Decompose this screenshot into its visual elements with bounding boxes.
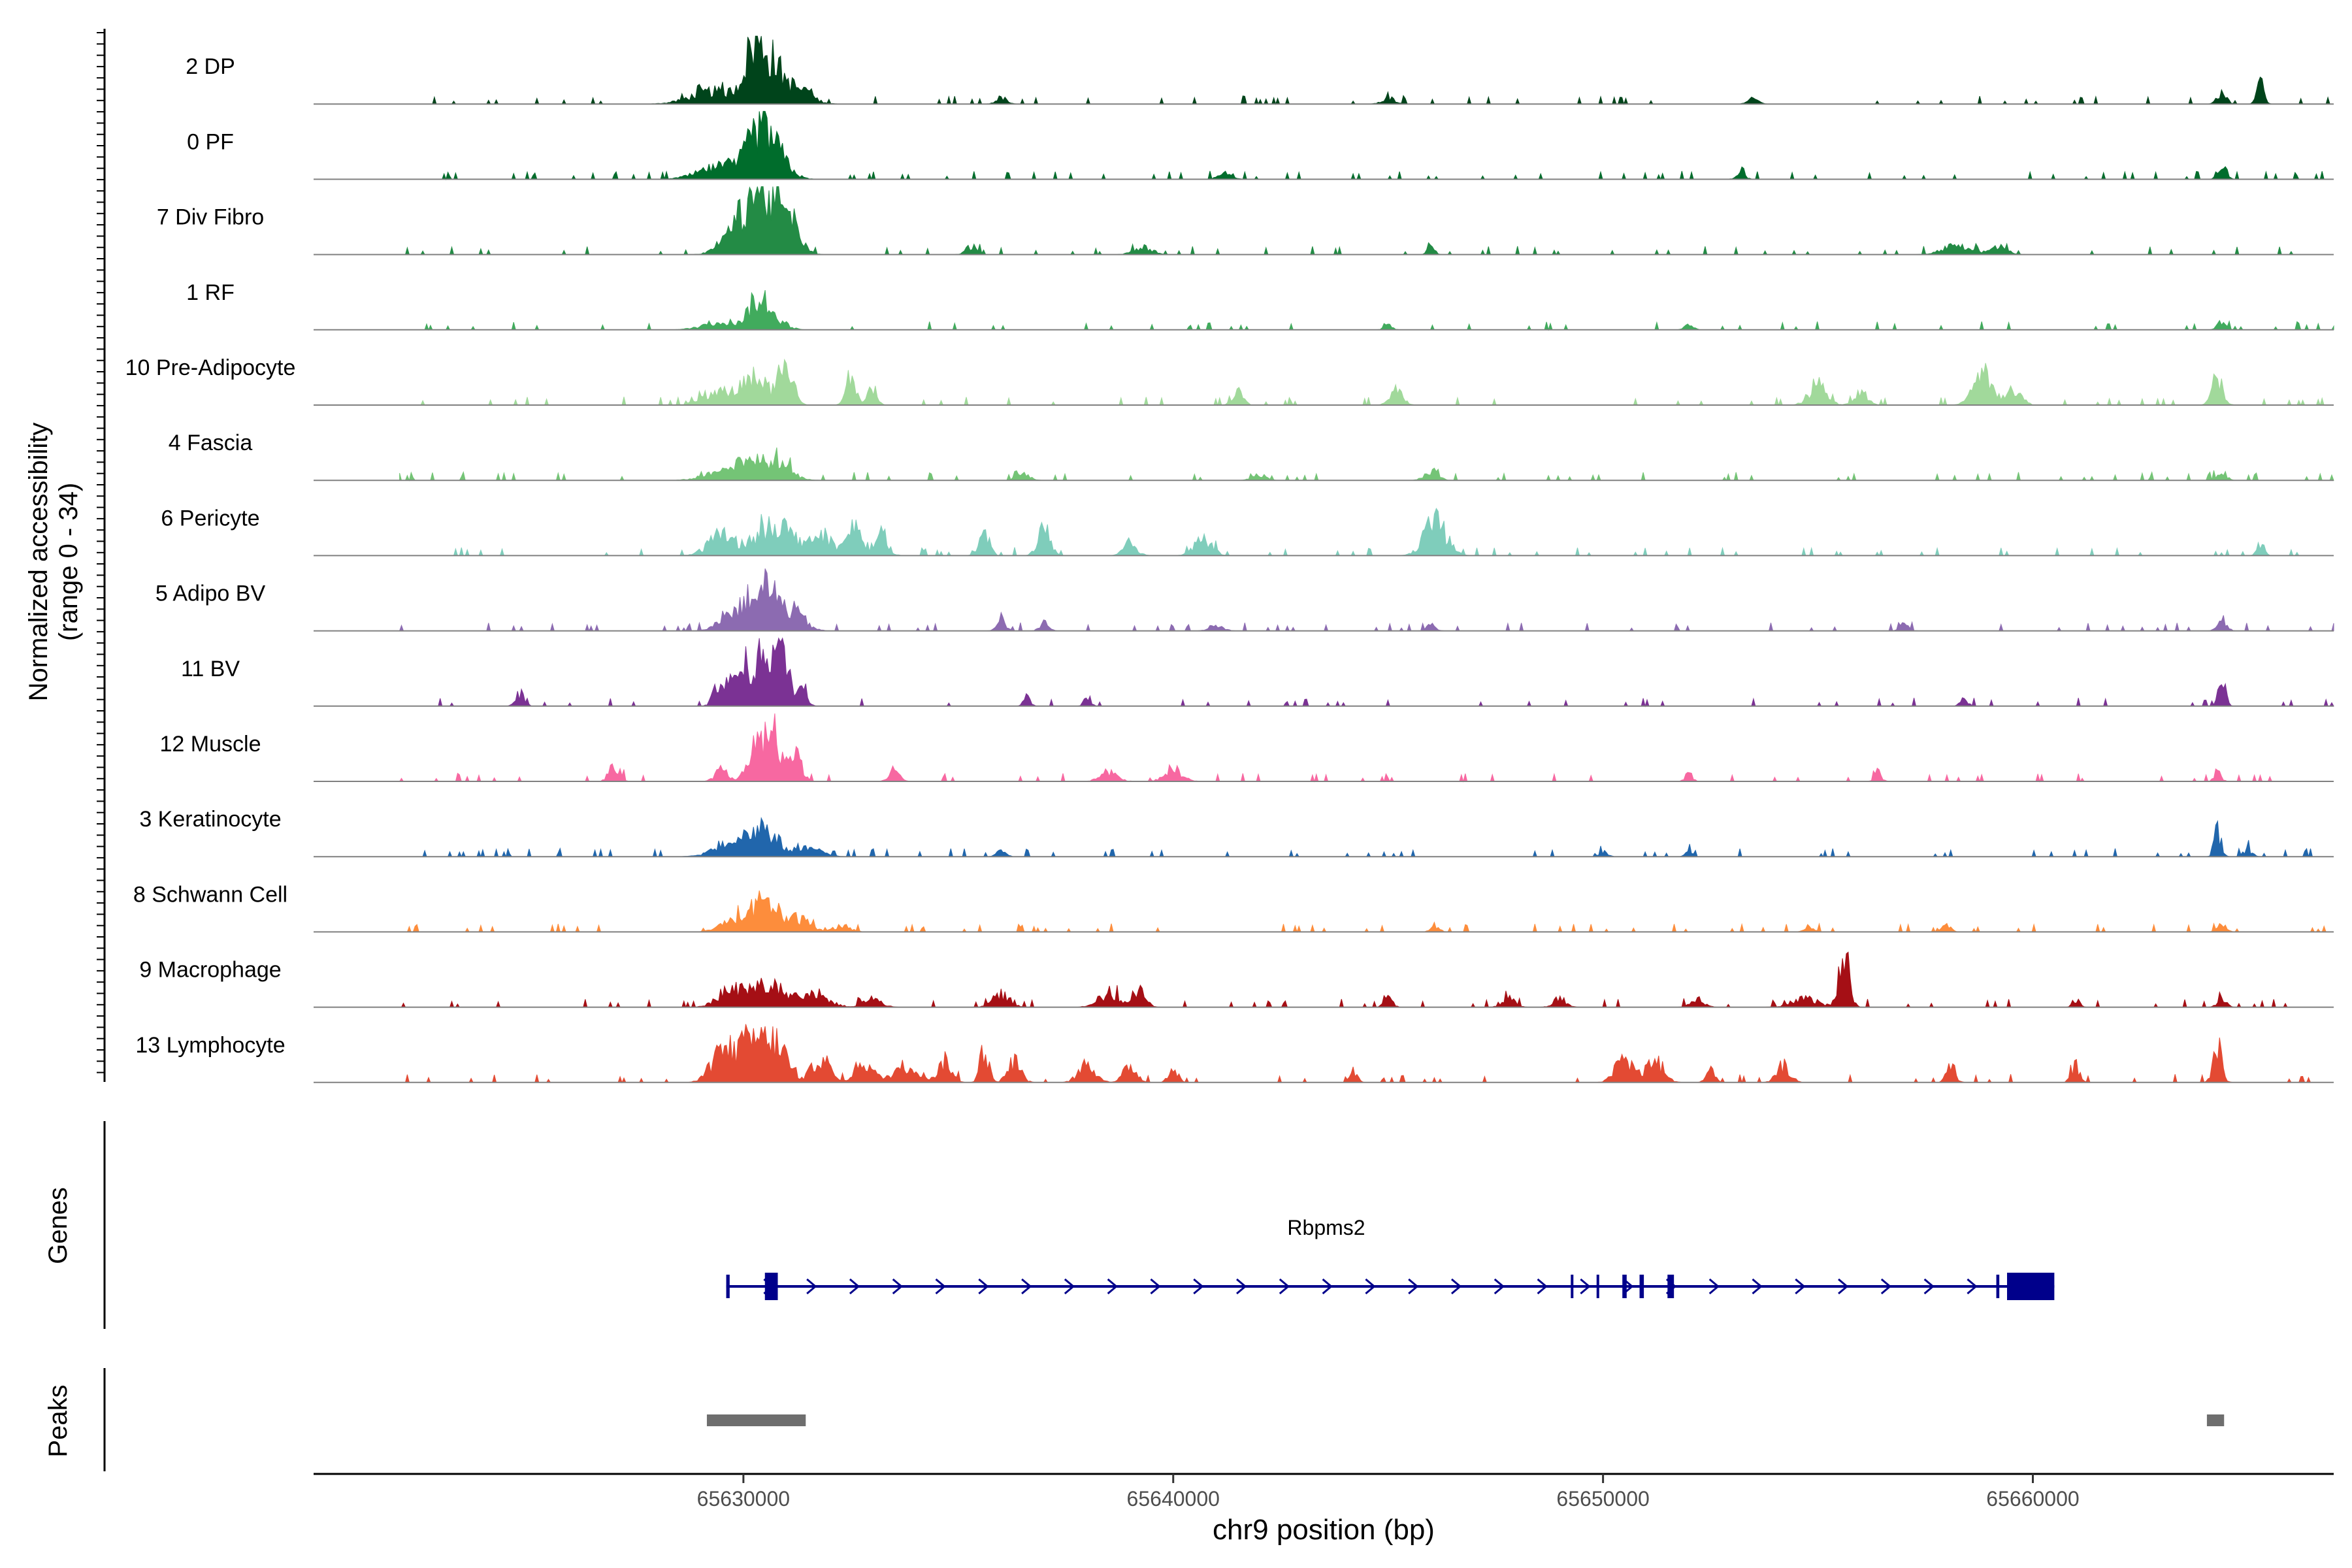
gene-strand-arrow [1193,1278,1204,1295]
gene-exon [1667,1275,1674,1298]
gene-strand-arrow [1923,1278,1935,1295]
track-1-rf: 1 RF [186,280,2334,331]
gene-exon [726,1275,730,1298]
gene-name-label: Rbpms2 [1287,1216,1365,1239]
gene-strand-arrow [935,1278,946,1295]
track-label: 10 Pre-Adipocyte [125,355,296,380]
gene-strand-arrow [1150,1278,1161,1295]
x-tick-label: 65630000 [697,1487,790,1511]
gene-strand-arrow [1708,1278,1720,1295]
gene-strand-arrow [1537,1278,1548,1295]
track-label: 12 Muscle [160,732,261,757]
coverage-area [399,358,2334,406]
gene-strand-arrow [849,1278,860,1295]
coverage-area [399,713,2334,783]
gene-strand-arrow [1279,1278,1290,1295]
gene-model [726,1273,2055,1300]
track-label: 1 RF [186,280,235,305]
coverage-area [399,35,2334,105]
x-axis-ticks: 65630000 65640000 65650000 65660000 [697,1474,2080,1511]
coverage-area [399,890,2334,934]
gene-strand-arrow [1322,1278,1333,1295]
gene-strand-arrow [892,1278,904,1295]
gene-strand-arrow [1795,1278,1806,1295]
gene-exon [764,1273,778,1300]
track-13-lymphocyte: 13 Lymphocyte [135,1024,2334,1084]
gene-strand-arrow [1580,1278,1591,1295]
gene-strand-arrow [1408,1278,1419,1295]
peak-region-bar [706,1414,806,1426]
peak-region-bar [2206,1414,2225,1426]
track-11-bv: 11 BV [181,637,2334,708]
track-label: 0 PF [187,129,234,154]
gene-exon [1596,1275,1599,1298]
track-3-keratinocyte: 3 Keratinocyte [139,807,2334,858]
track-2-dp: 2 DP [186,35,2334,105]
track-8-schwann-cell: 8 Schwann Cell [133,882,2334,934]
gene-strand-arrow [1967,1278,1978,1295]
track-label: 3 Keratinocyte [139,807,281,832]
gene-exon [1571,1275,1574,1298]
track-label: 2 DP [186,54,235,79]
peaks-panel-title: Peaks [44,1384,73,1457]
coverage-tracks: 2 DP 0 PF 7 Div Fibro 1 RF 10 Pre-Adipocyte 4… [125,35,2334,1084]
track-label: 8 Schwann Cell [133,882,287,907]
track-6-pericyte: 6 Pericyte [161,506,2334,557]
coverage-area [399,110,2334,181]
y-axis-title-line1: Normalized accessibility [24,423,53,702]
coverage-area [399,1024,2334,1084]
track-label: 13 Lymphocyte [135,1033,285,1058]
gene-strand-arrow [1880,1278,1892,1295]
gene-strand-arrow [1838,1278,1849,1295]
y-axis-title-line2: (range 0 - 34) [54,483,83,641]
gene-strand-arrow [1494,1278,1505,1295]
coverage-area [399,289,2334,331]
gene-exon [1639,1275,1644,1298]
gene-exon [2007,1273,2055,1300]
track-10-pre-adipocyte: 10 Pre-Adipocyte [125,355,2334,406]
coverage-axis-ticks [97,32,105,1073]
coverage-area [399,817,2334,858]
track-label: 11 BV [181,657,240,681]
gene-strand-arrow [978,1278,989,1295]
gene-strand-arrow [1021,1278,1032,1295]
gene-strand-arrow [806,1278,817,1295]
gene-strand-arrow [1752,1278,1763,1295]
gene-exon [1622,1275,1627,1298]
gene-strand-arrow [1450,1278,1462,1295]
x-tick-label: 65640000 [1127,1487,1220,1511]
y-axis-title: Normalized accessibility (range 0 - 34) [24,423,83,702]
gene-strand-arrow [1064,1278,1075,1295]
x-tick-label: 65650000 [1556,1487,1649,1511]
track-5-adipo-bv: 5 Adipo BV [155,568,2334,632]
gene-strand-arrow [1365,1278,1376,1295]
genes-panel-title: Genes [44,1187,73,1264]
track-0-pf: 0 PF [187,110,2334,181]
track-12-muscle: 12 Muscle [160,713,2334,783]
x-tick-label: 65660000 [1986,1487,2079,1511]
coverage-area [399,508,2334,557]
track-4-fascia: 4 Fascia [169,431,2334,482]
coverage-area [399,447,2334,482]
track-9-macrophage: 9 Macrophage [139,951,2334,1008]
track-label: 9 Macrophage [139,958,281,983]
track-label: 6 Pericyte [161,506,259,531]
track-label: 5 Adipo BV [155,581,266,606]
x-axis-title: chr9 position (bp) [1213,1514,1435,1546]
coverage-area [399,568,2334,632]
coverage-area [399,637,2334,708]
peak-regions [706,1414,2225,1426]
coverage-area [399,951,2334,1008]
track-label: 4 Fascia [169,431,253,455]
gene-strand-arrow [1236,1278,1247,1295]
gene-exon [1996,1275,2000,1298]
gene-strand-arrow [1107,1278,1118,1295]
track-label: 7 Div Fibro [157,205,264,230]
track-7-div-fibro: 7 Div Fibro [157,186,2334,256]
coverage-area [399,186,2334,256]
